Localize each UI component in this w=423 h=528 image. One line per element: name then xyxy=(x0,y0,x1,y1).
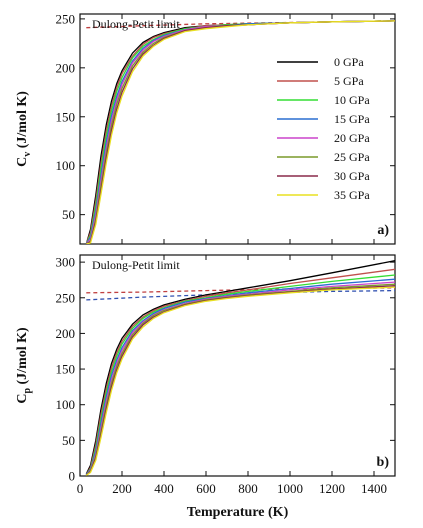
x-tick-label: 600 xyxy=(196,481,216,496)
y-tick-label: 200 xyxy=(56,60,76,75)
x-tick-label: 800 xyxy=(238,481,258,496)
y-tick-label: 150 xyxy=(56,362,76,377)
series-line-0-gpa xyxy=(85,260,395,475)
plot-frame xyxy=(79,254,396,477)
y-tick-label: 50 xyxy=(62,207,75,222)
y-tick-label: 100 xyxy=(56,158,76,173)
dulong-petit-label: Dulong-Petit limit xyxy=(92,17,180,31)
y-axis-title-units: (J/mol K) xyxy=(15,327,30,388)
y-tick-label: 150 xyxy=(56,109,76,124)
x-tick-label: 0 xyxy=(77,481,84,496)
series-line-10-gpa xyxy=(85,274,395,475)
y-axis-title-main: C xyxy=(15,157,30,167)
series-line-35-gpa xyxy=(86,20,395,244)
y-tick-label: 300 xyxy=(56,255,76,270)
series-line-25-gpa xyxy=(85,283,395,476)
panel-label: b) xyxy=(377,455,390,470)
panel-label: a) xyxy=(377,223,389,238)
y-axis-title-subscript: p xyxy=(22,388,33,394)
legend-entry: 15 GPa xyxy=(334,112,370,126)
x-tick-label: 200 xyxy=(112,481,132,496)
series-line-15-gpa xyxy=(85,20,395,244)
x-tick-label: 1000 xyxy=(277,481,303,496)
plot-frame xyxy=(79,13,396,245)
legend-entry: 30 GPa xyxy=(334,169,370,183)
legend-entry: 5 GPa xyxy=(334,74,364,88)
legend: 0 GPa 5 GPa 10 GPa 15 GPa 20 GPa 25 GPa 30 GPa… xyxy=(277,55,370,202)
plot-area xyxy=(85,260,395,476)
dulong-petit-label: Dulong-Petit limit xyxy=(92,258,180,272)
legend-entry: 25 GPa xyxy=(334,150,370,164)
y-tick-label: 250 xyxy=(56,290,76,305)
y-axis-title: Cv (J/mol K) xyxy=(15,91,33,167)
panel-a: 50 100 150 200 250 Dulong-Petit limit a) Cv (J/… xyxy=(15,11,396,245)
y-tick-label: 200 xyxy=(56,326,76,341)
y-axis-title: Cp (J/mol K) xyxy=(15,327,33,404)
series-line-30-gpa xyxy=(85,285,395,476)
y-tick-label: 250 xyxy=(56,11,76,26)
series-line-20-gpa xyxy=(85,281,395,476)
legend-entry: 35 GPa xyxy=(334,188,370,202)
x-tick-label: 400 xyxy=(154,481,174,496)
series-line-5-gpa xyxy=(85,268,395,475)
y-axis-title-units: (J/mol K) xyxy=(15,91,30,152)
y-axis-title-main: C xyxy=(15,394,30,404)
y-tick-label: 100 xyxy=(56,397,76,412)
legend-entry: 0 GPa xyxy=(334,55,364,69)
x-tick-label: 1400 xyxy=(361,481,387,496)
series-line-15-gpa xyxy=(85,278,395,476)
panel-b: 0 50 100 150 200 250 300 0 200 400 600 800 1000 1200 1… xyxy=(15,254,396,520)
y-tick-label: 0 xyxy=(69,469,76,484)
y-axis-title-subscript: v xyxy=(22,152,33,157)
x-axis-title: Temperature (K) xyxy=(187,505,289,520)
x-tick-label: 1200 xyxy=(319,481,345,496)
series-line-35-gpa xyxy=(85,286,395,476)
legend-entry: 10 GPa xyxy=(334,93,370,107)
legend-entry: 20 GPa xyxy=(334,131,370,145)
y-tick-label: 50 xyxy=(62,433,75,448)
plot-area xyxy=(85,20,395,244)
